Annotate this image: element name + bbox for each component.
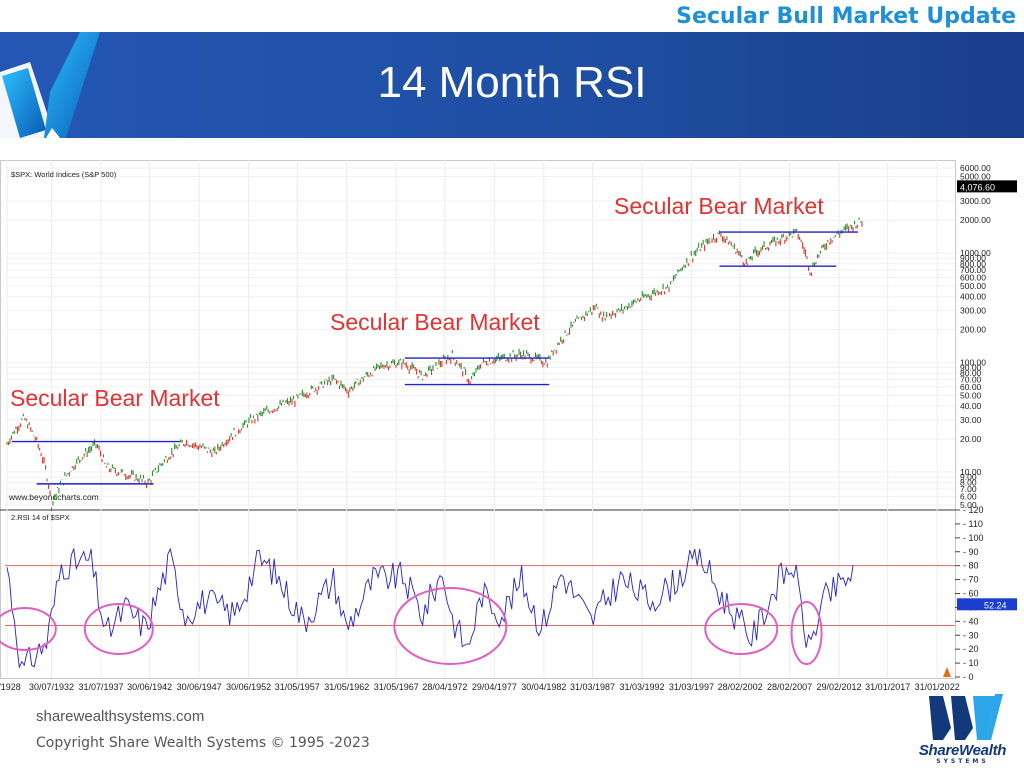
price-tick-label: 300.00 (960, 305, 986, 315)
current-price-badge (957, 180, 1017, 193)
x-tick-label: 31/03/1997 (669, 682, 714, 692)
price-tick-label: 600.00 (960, 272, 986, 282)
banner-logo-mark (2, 68, 46, 138)
price-tick-label: 6.00 (960, 491, 977, 501)
price-tick-label: 70.00 (960, 375, 982, 385)
x-tick-label: 28/02/2002 (718, 682, 763, 692)
annotation-label: Secular Bear Market (614, 193, 824, 219)
x-tick-label: 31/03/1992 (619, 682, 664, 692)
annotation-label: Secular Bear Market (10, 385, 220, 411)
x-tick-label: 31/01/2022 (915, 682, 960, 692)
price-tick-label: 20.00 (960, 434, 982, 444)
price-tick-label: 8.00 (960, 478, 977, 488)
price-tick-label: 40.00 (960, 401, 982, 411)
price-tick-label: 6000.00 (960, 163, 991, 173)
rsi-line (6, 547, 854, 669)
price-tick-label: 700.00 (960, 265, 986, 275)
banner-background (0, 32, 1024, 138)
current-rsi-label: 52.24 (984, 600, 1007, 610)
x-tick-label: 30/04/1982 (521, 682, 566, 692)
price-tick-label: 500.00 (960, 281, 986, 291)
price-tick-label: 60.00 (960, 382, 982, 392)
x-tick-label: 28/04/1972 (422, 682, 467, 692)
x-tick-label: 29/02/2012 (817, 682, 862, 692)
x-tick-label: 31/05/1967 (374, 682, 419, 692)
x-tick-label: 28/02/2007 (767, 682, 812, 692)
oversold-ellipse (790, 601, 823, 665)
rsi-tick-label: - 60 (963, 589, 979, 599)
price-tick-label: 10.00 (960, 467, 982, 477)
rsi-panel-title: 2.RSI 14 of $SPX (11, 513, 70, 522)
rsi-tick-label: - 0 (963, 672, 974, 682)
x-tick-label: 30/07/1932 (29, 682, 74, 692)
header-title: Secular Bull Market Update (676, 4, 1016, 29)
footer-copyright: Copyright Share Wealth Systems © 1995 -2… (36, 735, 370, 751)
price-tick-label: 1000.00 (960, 248, 991, 258)
price-tick-label: 90.00 (960, 363, 982, 373)
x-tick-label: 31/05/1962 (324, 682, 369, 692)
annotation-label: Secular Bear Market (330, 309, 540, 335)
price-tick-label: 400.00 (960, 292, 986, 302)
slide-title: 14 Month RSI (377, 58, 647, 107)
x-tick-label: 31/03/1987 (570, 682, 615, 692)
rsi-tick-label: - 80 (963, 561, 979, 571)
price-tick-label: 5000.00 (960, 172, 991, 182)
x-tick-label: 31/07/1937 (78, 682, 123, 692)
x-tick-label: 30/06/1942 (127, 682, 172, 692)
price-tick-label: 5.00 (960, 500, 977, 510)
rsi-tick-label: - 90 (963, 547, 979, 557)
watermark: www.beyondcharts.com (8, 492, 99, 502)
rsi-tick-label: - 30 (963, 630, 979, 640)
rsi-tick-label: - 10 (963, 658, 979, 668)
price-tick-label: 9.00 (960, 472, 977, 482)
banner-logo-stroke (44, 32, 100, 138)
price-tick-label: 80.00 (960, 368, 982, 378)
rsi-tick-label: - 120 (963, 505, 984, 515)
x-tick-label: 30/06/1952 (226, 682, 271, 692)
x-tick-label: 31/01/2017 (865, 682, 910, 692)
rsi-tick-label: - 40 (963, 616, 979, 626)
price-tick-label: 200.00 (960, 325, 986, 335)
brand-name: ShareWealth (918, 742, 1007, 759)
current-price-label: 4,076.60 (960, 182, 995, 192)
rsi-tick-label: - 110 (963, 519, 983, 529)
x-tick-label: 31/05/1957 (275, 682, 320, 692)
oversold-ellipse (83, 603, 154, 655)
price-tick-label: 800.00 (960, 259, 986, 269)
price-tick-label: 30.00 (960, 415, 982, 425)
current-rsi-badge (957, 598, 1017, 611)
title-banner (0, 32, 1024, 138)
footer-site: sharewealthsystems.com (36, 708, 205, 725)
rsi-tick-label: - 70 (963, 575, 979, 585)
oversold-ellipse (0, 607, 57, 651)
x-tick-label: 1/1928 (0, 682, 21, 692)
price-panel-title: $SPX: World Indices (S&P 500) (11, 170, 117, 179)
oversold-ellipse (704, 603, 779, 655)
price-tick-label: 900.00 (960, 253, 986, 263)
price-tick-label: 3000.00 (960, 196, 991, 206)
spx-chart: 1/1928 30/07/1932 31/07/1937 30/06/1942 30/0… (0, 160, 1017, 692)
x-tick-label: 29/04/1977 (472, 682, 517, 692)
rsi-tick-label: - 100 (963, 533, 984, 543)
brand-sub: SYSTEMS (936, 758, 989, 765)
oversold-ellipse (393, 587, 508, 665)
price-tick-label: 2000.00 (960, 215, 991, 225)
x-tick-label: 30/06/1947 (177, 682, 222, 692)
sharewealth-logo-icon (929, 694, 1003, 740)
price-tick-label: 100.00 (960, 358, 986, 368)
price-tick-label: 7.00 (960, 484, 977, 494)
banner-logo-gap (46, 128, 60, 138)
rsi-tick-label: - 20 (963, 644, 979, 654)
current-date-marker (943, 667, 951, 677)
price-tick-label: 50.00 (960, 391, 982, 401)
plot-frame (0, 160, 956, 679)
